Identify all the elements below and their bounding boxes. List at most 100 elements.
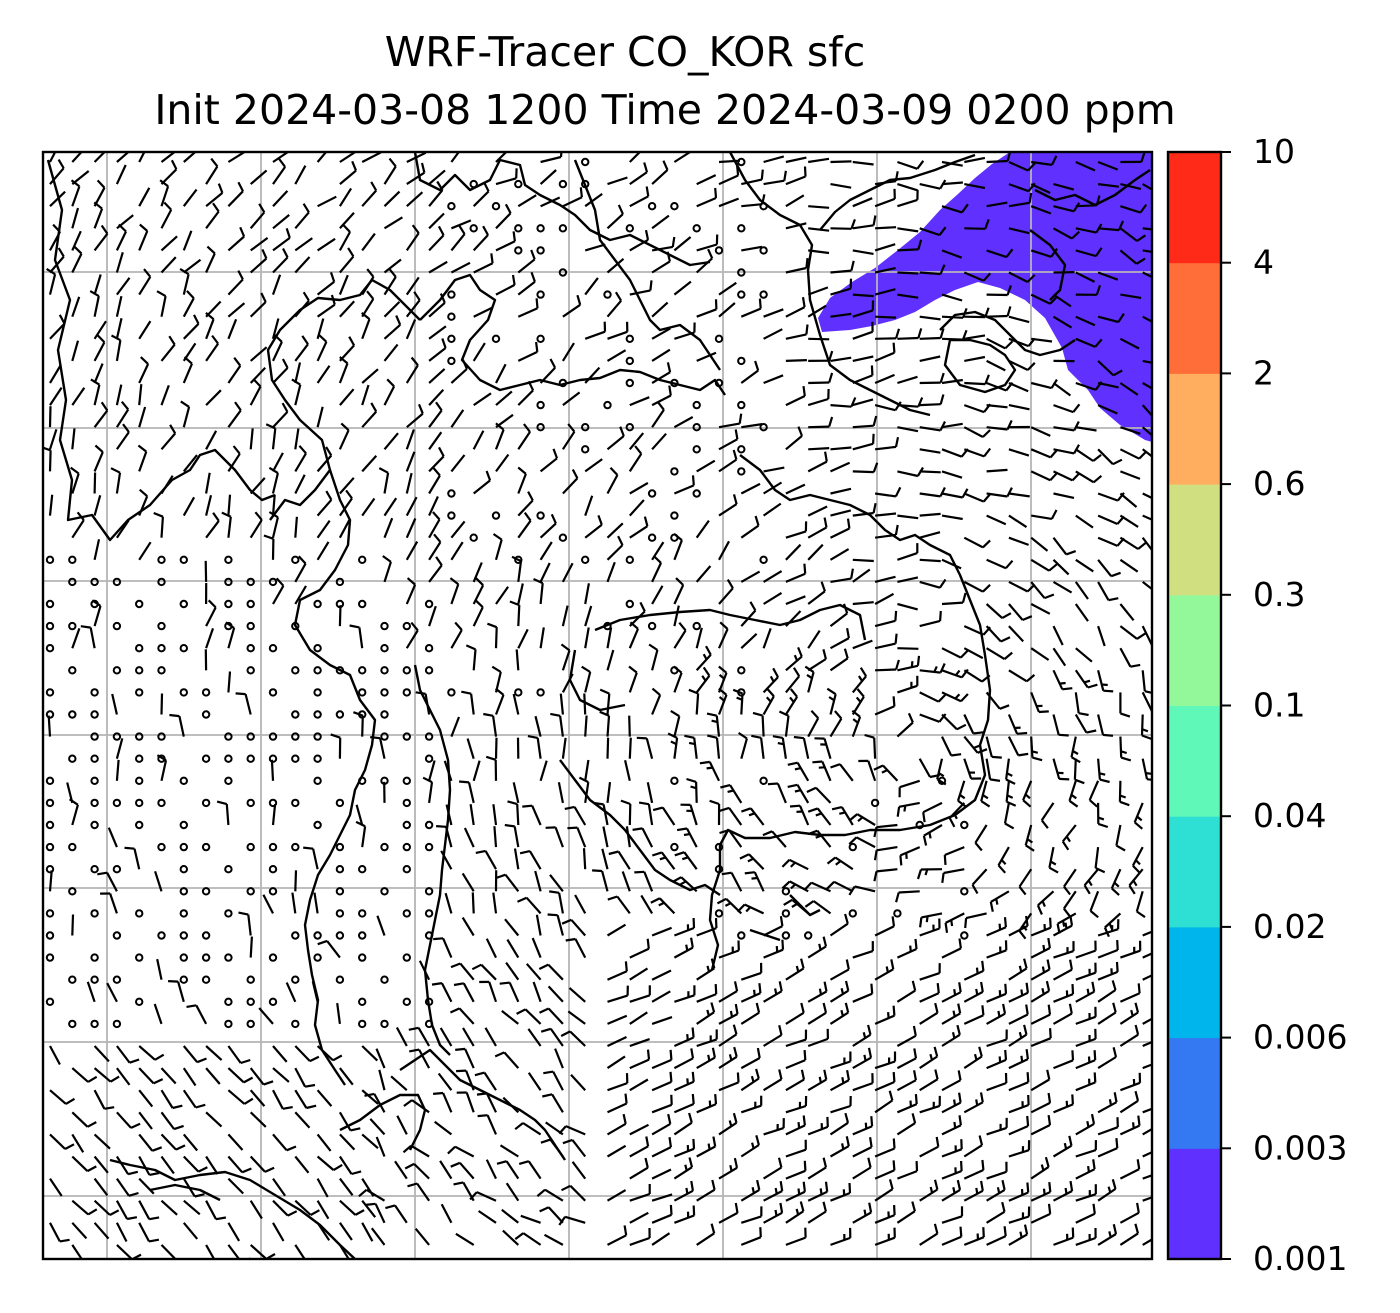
wind-barb-staff [383,497,398,517]
wind-barb-flag [681,856,689,861]
wind-barb-flag [1156,946,1157,952]
wind-barb-flag [890,959,895,970]
wind-barb-flag [608,850,619,856]
wind-barb-staff [93,1133,111,1150]
wind-barb-staff [718,1055,738,1070]
wind-barb-staff [607,1014,628,1025]
wind-barb-staff [829,1011,849,1025]
wind-barb-flag [711,1047,716,1058]
wind-barb-staff [740,1104,762,1114]
wind-barb-staff [718,990,738,1003]
wind-barb-flag [1068,799,1079,808]
wind-barb-staff [1119,337,1140,350]
wind-barb-flag [46,267,56,276]
calm-wind-circle [424,820,434,830]
wind-barb-flag [673,533,683,542]
calm-wind-circle [960,820,969,830]
wind-barb-staff [740,609,757,627]
wind-barb-flag [800,1069,806,1080]
wind-barb-staff [785,306,806,318]
wind-barb-flag [415,691,426,695]
wind-barb-staff [513,826,520,848]
wind-barb-flag [495,873,506,880]
calm-wind-circle [268,688,278,697]
wind-barb-flag [982,1227,985,1238]
wind-barb-staff [963,492,985,503]
wind-barb-flag [859,667,868,677]
wind-barb-flag [646,938,650,949]
wind-barb-flag [690,1180,694,1191]
wind-barb-flag [973,731,984,735]
wind-barb-staff [93,1199,111,1216]
wind-barb-staff [695,519,710,539]
wind-barb-staff [715,715,721,737]
wind-barb-staff [271,274,282,295]
wind-barb-flag [449,1007,460,1014]
wind-barb-staff [138,363,150,384]
wind-barb-staff [852,1211,872,1224]
wind-barb-staff [93,1045,110,1063]
calm-wind-circle [45,798,55,808]
wind-barb-flag [891,916,896,927]
calm-wind-circle [402,909,411,918]
wind-barb-flag [487,622,498,629]
wind-barb-staff [1008,1191,1029,1202]
wind-barb-staff [1008,404,1030,411]
wind-barb-staff [71,1111,89,1128]
wind-barb-staff [607,1082,628,1092]
wind-barb-flag [1045,980,1051,992]
wind-barb-staff [383,343,399,362]
wind-barb-flag [711,719,718,724]
wind-barb-staff [160,1111,175,1130]
wind-barb-staff [1097,315,1119,324]
wind-barb-flag [683,833,691,837]
wind-barb-flag [1078,712,1089,717]
wind-barb-staff [606,561,616,583]
wind-barb-staff [71,152,83,163]
wind-barb-staff [785,266,807,274]
wind-barb-flag [179,267,190,276]
wind-barb-flag [511,274,516,286]
calm-wind-circle [157,931,166,940]
wind-barb-staff [1097,271,1119,281]
wind-barb-staff [93,152,107,163]
wind-barb-staff [428,605,437,627]
wind-barb-flag [485,470,492,481]
wind-barb-staff [651,327,671,340]
wind-barb-flag [1004,340,1014,350]
wind-barb-staff [316,1089,333,1107]
wind-barb-flag [459,780,470,784]
wind-barb-staff [440,850,453,870]
calm-wind-circle [179,953,189,962]
wind-barb-flag [818,988,823,995]
wind-barb-flag [841,1076,845,1084]
wind-barb-staff [673,715,681,737]
wind-barb-staff [852,1033,872,1047]
wind-barb-flag [1026,274,1036,283]
wind-barb-staff [316,303,336,318]
wind-barb-flag [233,357,242,367]
calm-wind-circle [45,710,55,719]
wind-barb-staff [696,351,717,362]
wind-barb-staff [651,394,672,407]
wind-barb-flag [797,646,803,658]
calm-wind-circle [603,290,612,299]
calm-wind-circle [45,776,55,785]
wind-barb-staff [294,299,310,318]
wind-barb-flag [491,665,502,673]
wind-barb-flag [186,1004,197,1008]
wind-barb-flag [1137,983,1141,994]
wind-barb-staff [830,1191,851,1202]
wind-barb-staff [763,925,783,937]
wind-barb-flag [872,415,878,426]
calm-wind-circle [737,356,746,366]
wind-barb-staff [1030,1101,1051,1114]
wind-barb-staff [71,428,76,450]
wind-barb-staff [821,761,832,782]
wind-barb-staff [852,511,874,517]
wind-barb-staff [696,1056,716,1070]
wind-barb-flag [550,513,557,524]
wind-barb-flag [673,665,683,674]
wind-barb-flag [688,688,699,695]
wind-barb-flag [1092,1203,1096,1214]
